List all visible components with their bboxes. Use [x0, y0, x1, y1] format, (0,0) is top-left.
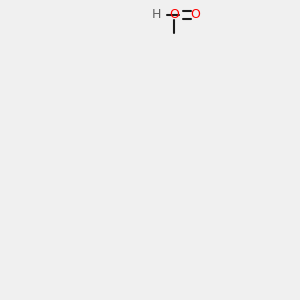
Text: O: O [169, 8, 179, 22]
Text: H: H [151, 8, 161, 22]
Text: O: O [190, 8, 200, 22]
